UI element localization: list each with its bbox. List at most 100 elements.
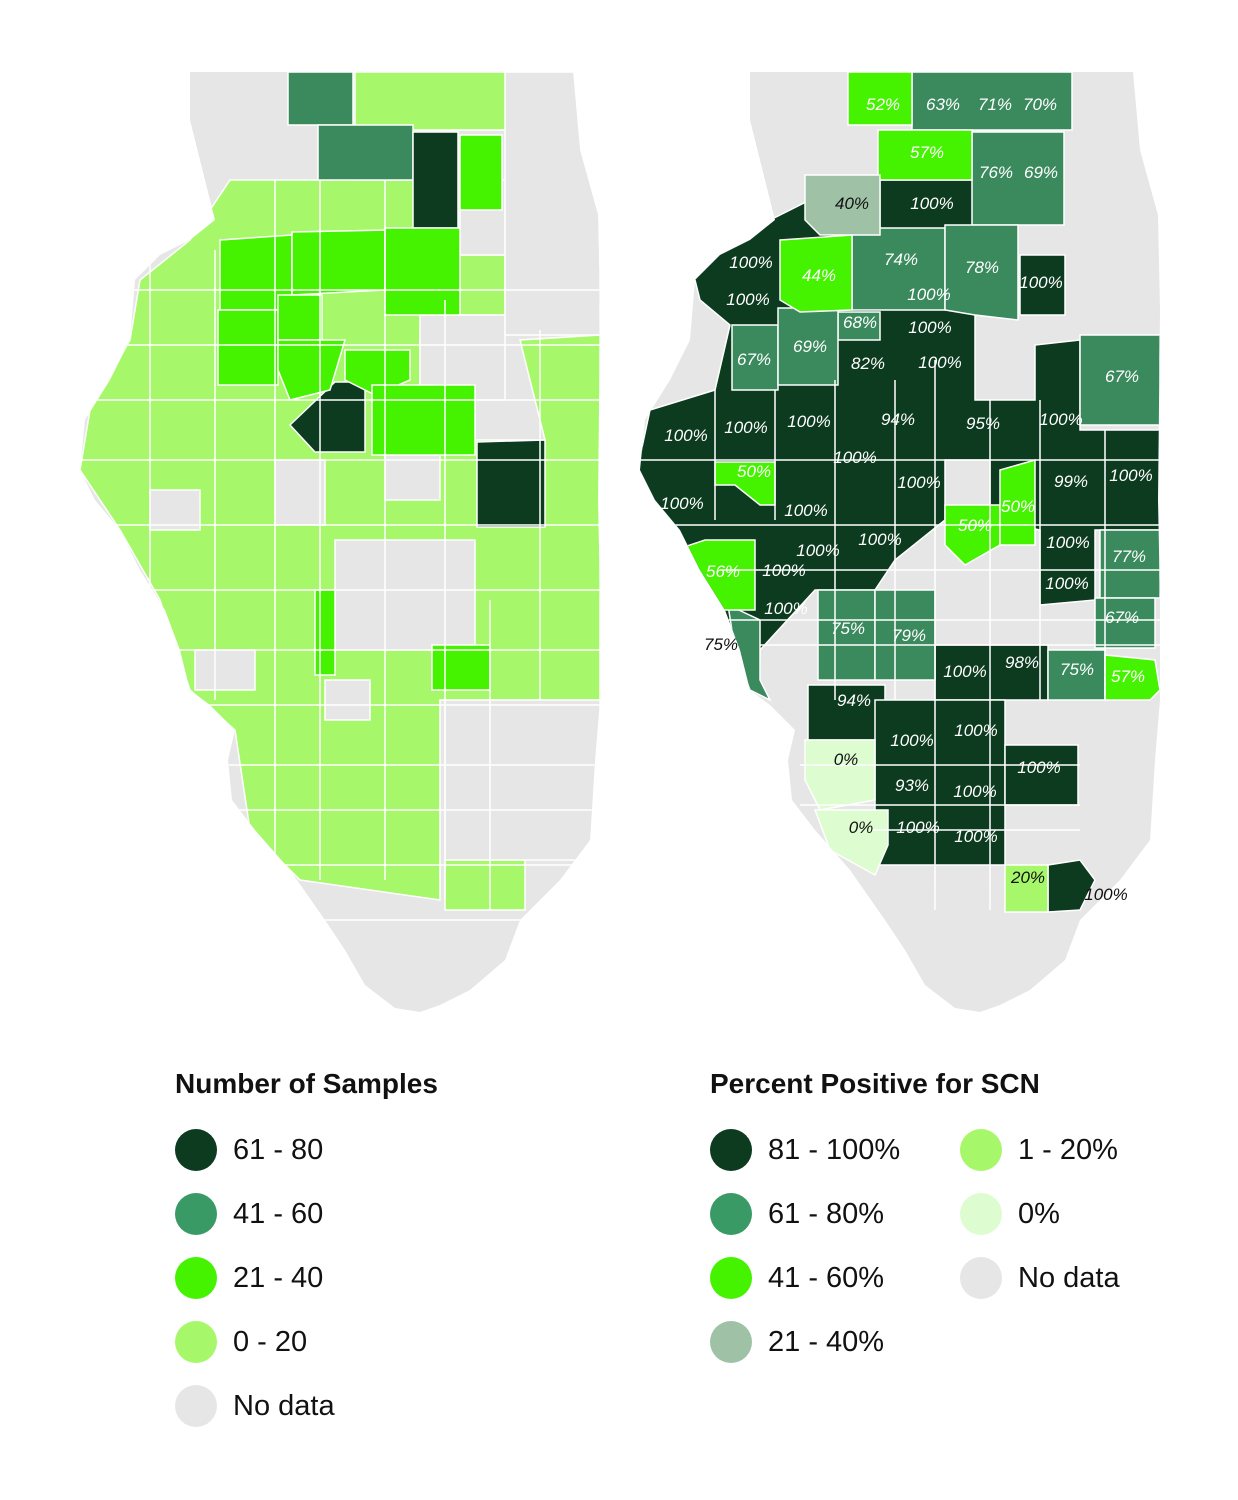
legend-item: 41 - 60 xyxy=(175,1182,438,1246)
left-county xyxy=(317,124,414,181)
right-county xyxy=(847,72,913,126)
county-percent-label: 100% xyxy=(1109,466,1152,485)
county-percent-label: 99% xyxy=(1054,472,1088,491)
county-percent-label: 67% xyxy=(1105,367,1139,386)
legend-swatch xyxy=(710,1193,752,1235)
legend-percent-positive: Percent Positive for SCN 81 - 100% 61 - 8… xyxy=(710,1068,1210,1374)
legend-label: 81 - 100% xyxy=(768,1133,901,1166)
county-percent-label: 57% xyxy=(1111,667,1145,686)
left-county xyxy=(314,589,336,676)
left-county xyxy=(217,309,279,386)
county-percent-label: 0% xyxy=(849,818,874,837)
county-percent-label: 100% xyxy=(796,541,839,560)
legend-label: No data xyxy=(233,1389,335,1422)
legend-swatch xyxy=(175,1385,217,1427)
left-county xyxy=(412,131,459,229)
legend-swatch xyxy=(960,1129,1002,1171)
county-percent-label: 100% xyxy=(918,353,961,372)
county-percent-label: 82% xyxy=(851,354,885,373)
right-county-borders xyxy=(640,360,1160,910)
right-county xyxy=(971,131,1065,226)
legend-label: 1 - 20% xyxy=(1018,1133,1118,1166)
county-percent-label: 100% xyxy=(726,290,769,309)
left-county-nodata xyxy=(384,454,441,501)
legend-title: Percent Positive for SCN xyxy=(710,1068,1040,1099)
right-county xyxy=(804,174,881,236)
county-percent-label: 50% xyxy=(1001,497,1035,516)
right-map: 52% 63% 71% 70% 57% 76% 69% 40% 100% 74% 78% 100% 10… xyxy=(640,72,1160,1012)
left-county xyxy=(277,294,323,341)
left-county xyxy=(287,72,354,126)
legend-swatch xyxy=(175,1257,217,1299)
left-county xyxy=(277,339,347,401)
county-percent-label: 74% xyxy=(884,250,918,269)
county-percent-label: 75% xyxy=(1060,660,1094,679)
left-county xyxy=(384,227,461,316)
right-county xyxy=(1004,864,1049,913)
left-map xyxy=(80,72,600,1012)
right-county xyxy=(1094,597,1156,649)
county-percent-label: 69% xyxy=(1024,163,1058,182)
legend-item: 61 - 80% xyxy=(710,1182,960,1246)
county-percent-label: 57% xyxy=(910,143,944,162)
county-percent-label: 77% xyxy=(1112,547,1146,566)
left-county-nodata xyxy=(334,539,476,651)
county-percent-label: 100% xyxy=(729,253,772,272)
county-percent-label: 93% xyxy=(895,776,929,795)
left-county-nodata xyxy=(504,72,600,336)
legend-item: 0% xyxy=(960,1182,1210,1246)
right-county xyxy=(877,129,973,181)
county-percent-label: 100% xyxy=(664,426,707,445)
legend-swatch xyxy=(710,1129,752,1171)
right-county xyxy=(1019,254,1066,316)
legend-swatch xyxy=(960,1257,1002,1299)
right-county xyxy=(813,809,889,877)
left-county-nodata xyxy=(274,459,326,526)
county-percent-label: 100% xyxy=(943,662,986,681)
legend-swatch xyxy=(960,1193,1002,1235)
left-county-borders xyxy=(80,180,600,921)
legend-label: 61 - 80% xyxy=(768,1197,885,1230)
legend-item: 61 - 80 xyxy=(175,1118,438,1182)
county-percent-label: 56% xyxy=(706,562,740,581)
left-county xyxy=(476,439,546,528)
county-percent-label: 100% xyxy=(724,418,767,437)
county-percent-label: 98% xyxy=(1005,653,1039,672)
right-county xyxy=(779,234,853,313)
county-percent-label: 100% xyxy=(910,194,953,213)
legend-label: No data xyxy=(1018,1261,1120,1294)
legend-swatch xyxy=(175,1321,217,1363)
county-percent-label: 100% xyxy=(1017,758,1060,777)
county-percent-label: 75% xyxy=(704,635,738,654)
county-percent-label: 100% xyxy=(890,731,933,750)
county-percent-label: 63% xyxy=(926,95,960,114)
county-percent-label: 79% xyxy=(892,626,926,645)
legend-swatch xyxy=(175,1129,217,1171)
county-percent-label: 68% xyxy=(843,313,877,332)
legend-column: 1 - 20% 0% No data xyxy=(960,1118,1210,1374)
legend-item: 21 - 40 xyxy=(175,1246,438,1310)
legend-item: No data xyxy=(960,1246,1210,1310)
county-percent-label: 95% xyxy=(966,414,1000,433)
county-percent-label: 52% xyxy=(866,95,900,114)
county-percent-label: 69% xyxy=(793,337,827,356)
legend-label: 21 - 40% xyxy=(768,1325,885,1358)
legend-item: 41 - 60% xyxy=(710,1246,960,1310)
county-percent-label: 71% xyxy=(978,95,1012,114)
county-percent-label: 100% xyxy=(897,473,940,492)
county-percent-label: 50% xyxy=(737,462,771,481)
county-percent-label: 0% xyxy=(834,750,859,769)
right-county xyxy=(1099,529,1160,599)
legend-title: Number of Samples xyxy=(175,1068,438,1099)
county-percent-label: 100% xyxy=(784,501,827,520)
left-county-nodata xyxy=(324,679,371,721)
county-percent-label: 44% xyxy=(802,266,836,285)
legend-swatch xyxy=(175,1193,217,1235)
county-percent-label: 100% xyxy=(908,318,951,337)
left-county xyxy=(431,644,491,691)
legend-item: No data xyxy=(175,1374,438,1438)
right-county xyxy=(999,459,1036,546)
left-county xyxy=(371,384,476,456)
county-percent-label: 100% xyxy=(858,530,901,549)
legend-label: 21 - 40 xyxy=(233,1261,324,1294)
